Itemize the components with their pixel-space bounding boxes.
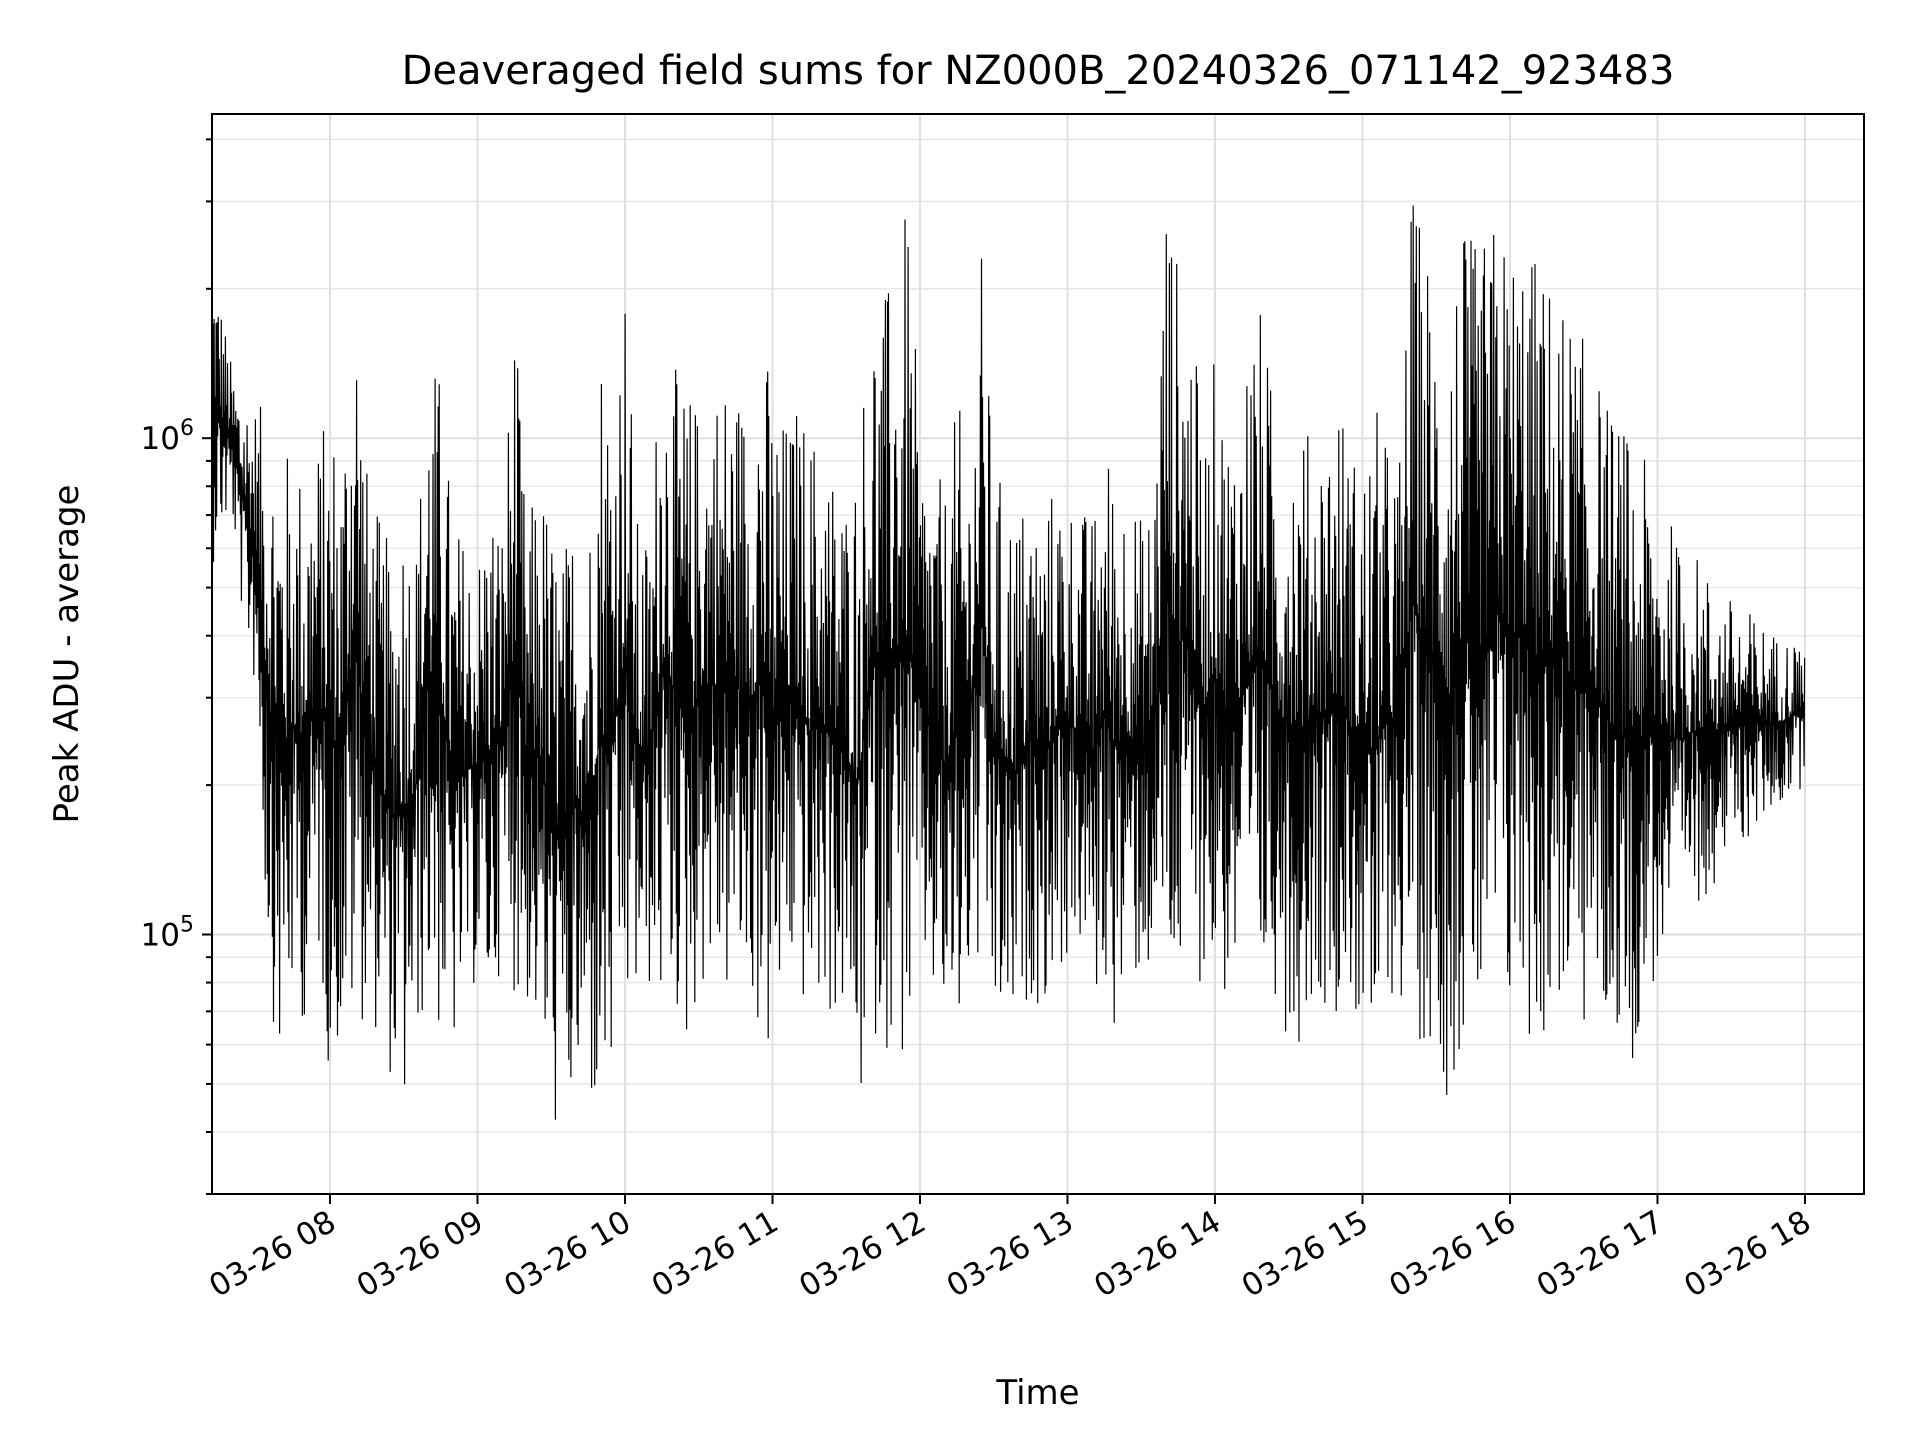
y-tick-label-exponent: 6 <box>180 416 194 441</box>
y-tick-label-base: 10 <box>141 917 180 953</box>
x-tick-label: 03-26 08 <box>203 1204 342 1305</box>
x-tick-label: 03-26 11 <box>646 1204 785 1305</box>
x-tick-label: 03-26 12 <box>793 1204 932 1305</box>
y-tick-label: 105 <box>141 912 194 953</box>
y-tick-label-base: 10 <box>141 421 180 457</box>
x-tick-label: 03-26 18 <box>1678 1204 1817 1305</box>
x-tick-label: 03-26 15 <box>1236 1204 1375 1305</box>
x-tick-label: 03-26 10 <box>498 1204 637 1305</box>
chart-title: Deaveraged field sums for NZ000B_2024032… <box>402 48 1675 94</box>
y-tick-label: 106 <box>141 416 194 457</box>
data-series-line <box>211 205 1806 1120</box>
x-tick-label: 03-26 16 <box>1383 1204 1522 1305</box>
plot-frame <box>211 113 1865 1195</box>
x-tick-label: 03-26 14 <box>1088 1204 1227 1305</box>
x-tick-label: 03-26 09 <box>351 1204 490 1305</box>
series-layer <box>211 205 1806 1120</box>
x-tick-label: 03-26 17 <box>1531 1204 1670 1305</box>
x-tick-label: 03-26 13 <box>941 1204 1080 1305</box>
x-axis-title: Time <box>995 1373 1079 1413</box>
y-axis-title: Peak ADU - average <box>47 485 87 824</box>
y-tick-label-exponent: 5 <box>180 912 194 937</box>
